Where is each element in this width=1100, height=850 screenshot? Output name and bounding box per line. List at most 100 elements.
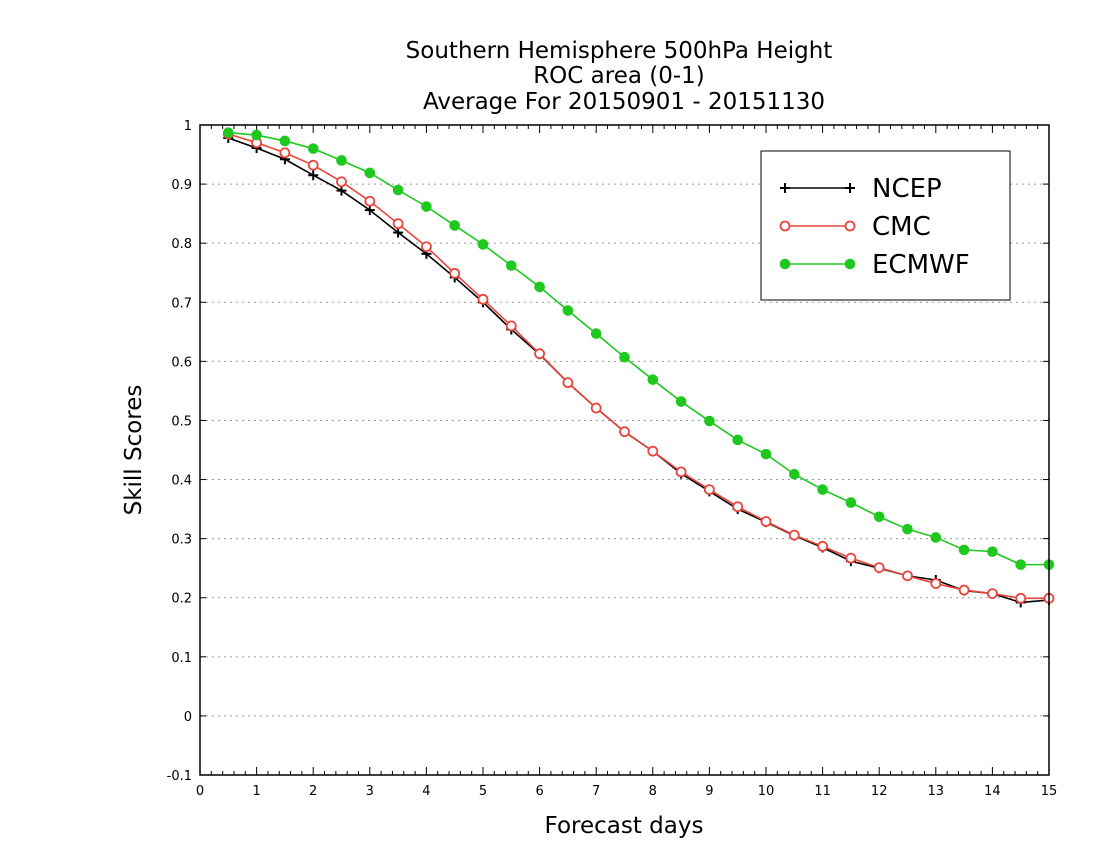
cmc-point [420,241,432,253]
ecmwf-point [902,523,913,535]
ecmwf-point [732,434,744,446]
ecmwf-point [251,129,262,141]
cmc-point [902,570,913,582]
ecmwf-point [506,260,517,271]
cmc-point [590,402,602,414]
cmc-point [675,466,687,478]
cmc-point [534,348,545,360]
x-tick-label: 15 [1041,784,1058,799]
cmc-point [704,484,715,495]
cmc-point [873,562,885,573]
cmc-point [449,267,461,279]
chart-title-line-1: Southern Hemisphere 500hPa Height [406,38,833,64]
cmc-point [505,320,517,332]
ncep-point [308,170,319,181]
cmc-point [930,578,942,589]
ecmwf-point [987,546,998,557]
cmc-point [364,195,376,207]
ecmwf-point [1015,559,1027,570]
y-tick-label: 0.8 [171,237,192,252]
cmc-series [222,128,1055,604]
ecmwf-point [392,184,404,196]
ecmwf-point [421,201,432,212]
cmc-point [732,501,744,513]
ecmwf-point [789,468,800,480]
y-axis-label: Skill Scores [121,385,147,516]
y-tick-label: -0.1 [167,769,192,784]
y-tick-label: 0.5 [171,414,192,429]
ncep-point [393,227,404,238]
legend-marker [779,258,791,270]
y-tick-label: 0.3 [171,533,192,548]
ecmwf-point [675,396,687,407]
x-tick-label: 11 [814,784,831,799]
x-tick-label: 3 [366,784,374,799]
ecmwf-point [590,328,602,339]
ecmwf-point [477,239,489,250]
cmc-point [987,588,998,599]
cmc-point [619,426,630,438]
y-tick-label: 0.2 [171,592,192,607]
legend-entry-cmc: CMC [779,212,931,242]
x-axis-label: Forecast days [545,813,704,839]
ecmwf-point [307,143,319,154]
cmc-point [336,176,347,188]
legend-marker [845,183,855,193]
ecmwf-point [845,497,857,508]
cmc-point [307,159,319,171]
y-tick-label: 0 [184,710,192,725]
ecmwf-point [930,532,942,543]
y-tick-label: 0.6 [171,355,192,370]
cmc-point [958,584,970,596]
cmc-point [477,293,489,305]
legend-marker [780,183,790,193]
x-tick-label: 14 [984,784,1001,799]
x-tick-label: 7 [592,784,600,799]
cmc-point [562,377,574,389]
cmc-point [845,552,857,564]
legend-label: NCEP [872,174,942,204]
y-axis-ticks: -0.1 0 0.1 0.2 0.3 0.4 0.5 0.6 0.7 0.8 0.9 1 [167,119,1049,784]
y-tick-label: 0.1 [171,651,192,666]
x-tick-label: 13 [928,784,945,799]
ncep-point [364,205,375,216]
y-tick-label: 0.4 [171,474,192,489]
x-tick-label: 5 [479,784,487,799]
x-tick-label: 12 [871,784,888,799]
cmc-point [788,529,800,541]
legend-marker [844,220,856,232]
ecmwf-point [279,135,291,147]
ecmwf-point [647,374,659,385]
y-tick-label: 0.9 [171,178,192,193]
ecmwf-point [223,127,234,138]
x-tick-label: 10 [758,784,775,799]
legend-entry-ncep: NCEP [780,174,942,204]
x-tick-label: 1 [252,784,260,799]
ecmwf-point [364,167,376,179]
ecmwf-point [336,155,347,166]
legend-label: CMC [872,212,931,242]
x-tick-label: 4 [422,784,430,799]
ecmwf-point [760,448,772,460]
ecmwf-point [562,305,574,316]
x-tick-label: 6 [535,784,543,799]
legend-marker [779,220,791,232]
y-tick-label: 0.7 [171,296,192,311]
plot-frame [199,124,1050,776]
cmc-point [760,516,772,527]
chart-title-line-3: Average For 20150901 - 20151130 [423,89,825,115]
x-tick-label: 8 [649,784,657,799]
ecmwf-point [619,351,630,363]
legend-entry-ecmwf: ECMWF [779,250,970,280]
ecmwf-point [873,511,885,523]
ecmwf-point [817,484,828,495]
x-tick-label: 0 [196,784,204,799]
cmc-point [279,147,291,159]
ecmwf-point [704,415,715,427]
cmc-point [817,540,828,552]
ecmwf-point [534,281,545,293]
x-tick-label: 9 [705,784,713,799]
legend-marker [844,258,856,270]
chart-title: Southern Hemisphere 500hPa Height ROC ar… [406,38,833,115]
